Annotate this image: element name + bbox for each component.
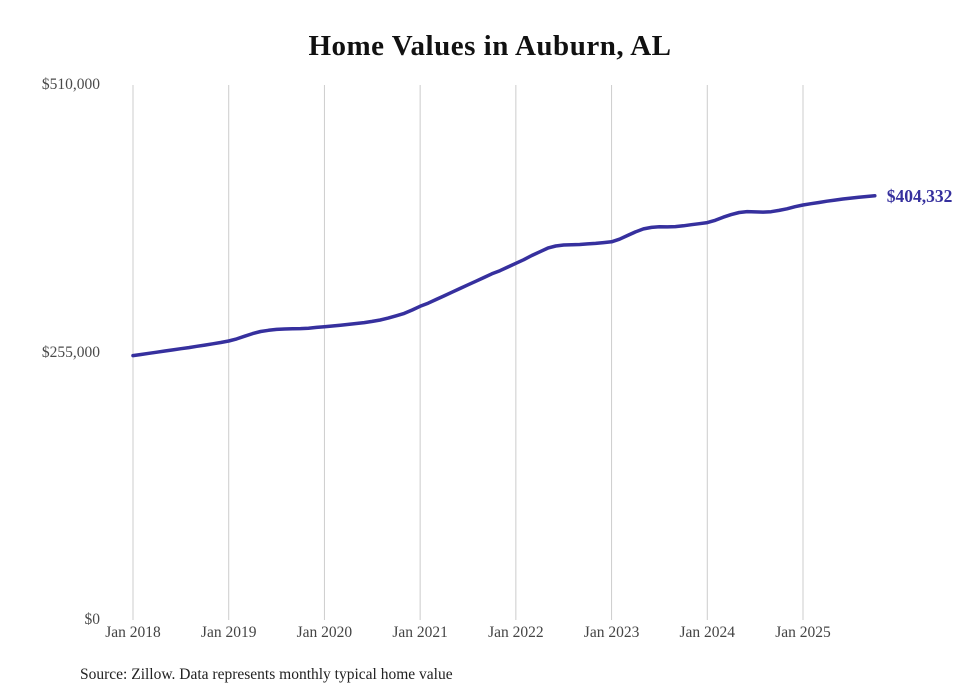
y-tick-label: $510,000 (41, 76, 100, 93)
x-tick-label: Jan 2025 (775, 624, 831, 641)
chart-title: Home Values in Auburn, AL (308, 30, 672, 62)
source-note: Source: Zillow. Data represents monthly … (80, 666, 453, 683)
x-tick-label: Jan 2019 (200, 624, 257, 641)
x-tick-label: Jan 2022 (488, 624, 544, 641)
home-value-line (131, 194, 877, 358)
x-tick-label: Jan 2024 (679, 624, 736, 641)
x-tick-label: Jan 2023 (583, 624, 640, 641)
x-tick-label: Jan 2021 (392, 624, 448, 641)
y-tick-label: $255,000 (41, 343, 100, 361)
x-tick-label: Jan 2020 (296, 624, 353, 641)
latest-value-label: $404,332 (886, 185, 953, 206)
x-tick-label: Jan 2018 (105, 624, 161, 641)
y-tick-label: $0 (84, 611, 101, 628)
